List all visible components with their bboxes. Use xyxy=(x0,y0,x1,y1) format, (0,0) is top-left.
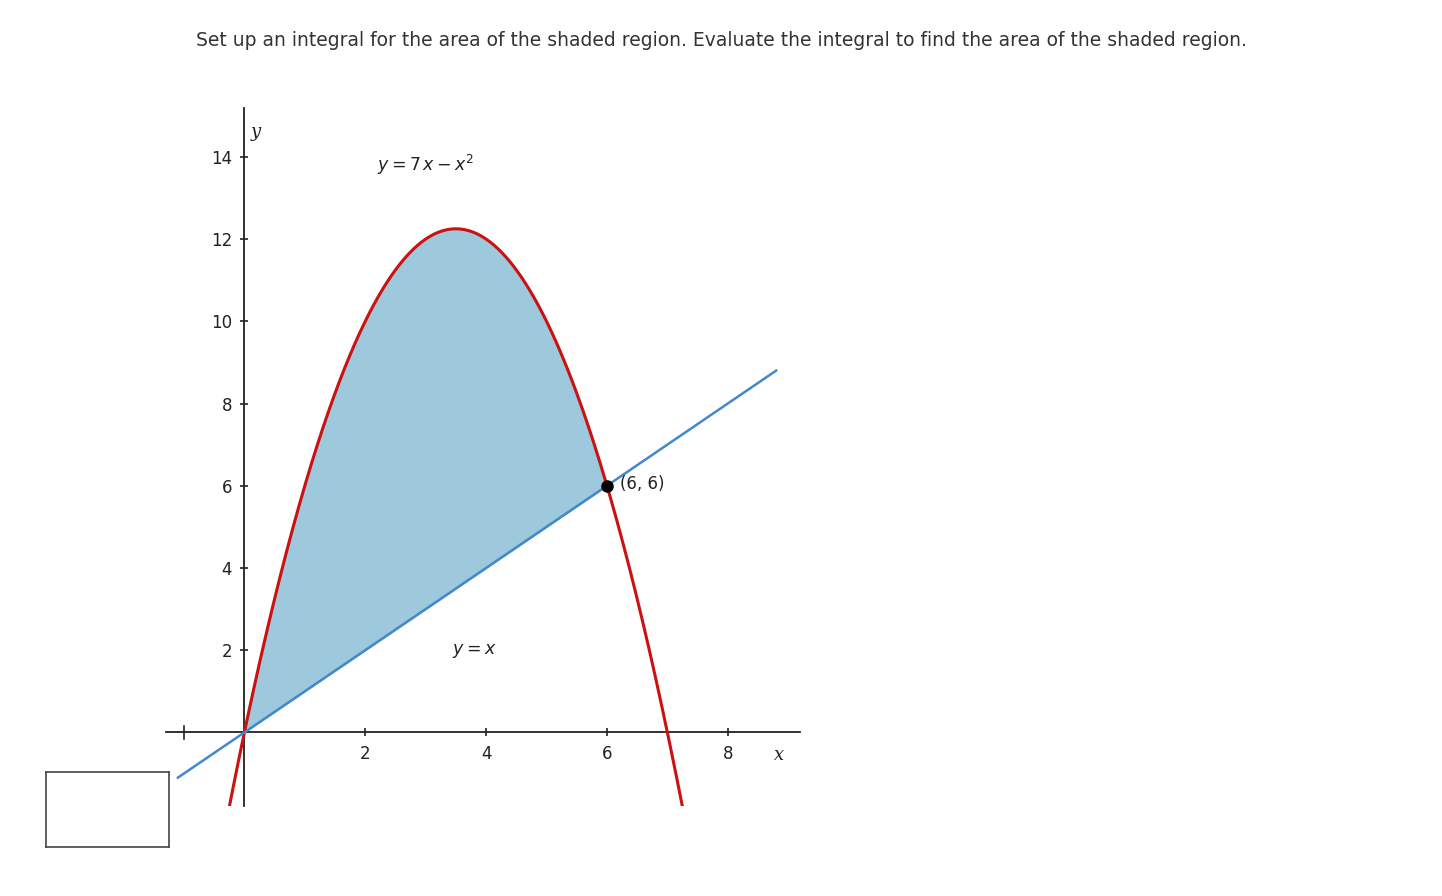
Text: (6, 6): (6, 6) xyxy=(620,475,665,493)
Text: Set up an integral for the area of the shaded region. Evaluate the integral to f: Set up an integral for the area of the s… xyxy=(196,31,1246,50)
Text: $y = x$: $y = x$ xyxy=(451,642,496,660)
Text: y: y xyxy=(251,123,261,142)
Text: x: x xyxy=(774,746,784,764)
Text: $y = 7\,x - x^2$: $y = 7\,x - x^2$ xyxy=(378,153,474,177)
